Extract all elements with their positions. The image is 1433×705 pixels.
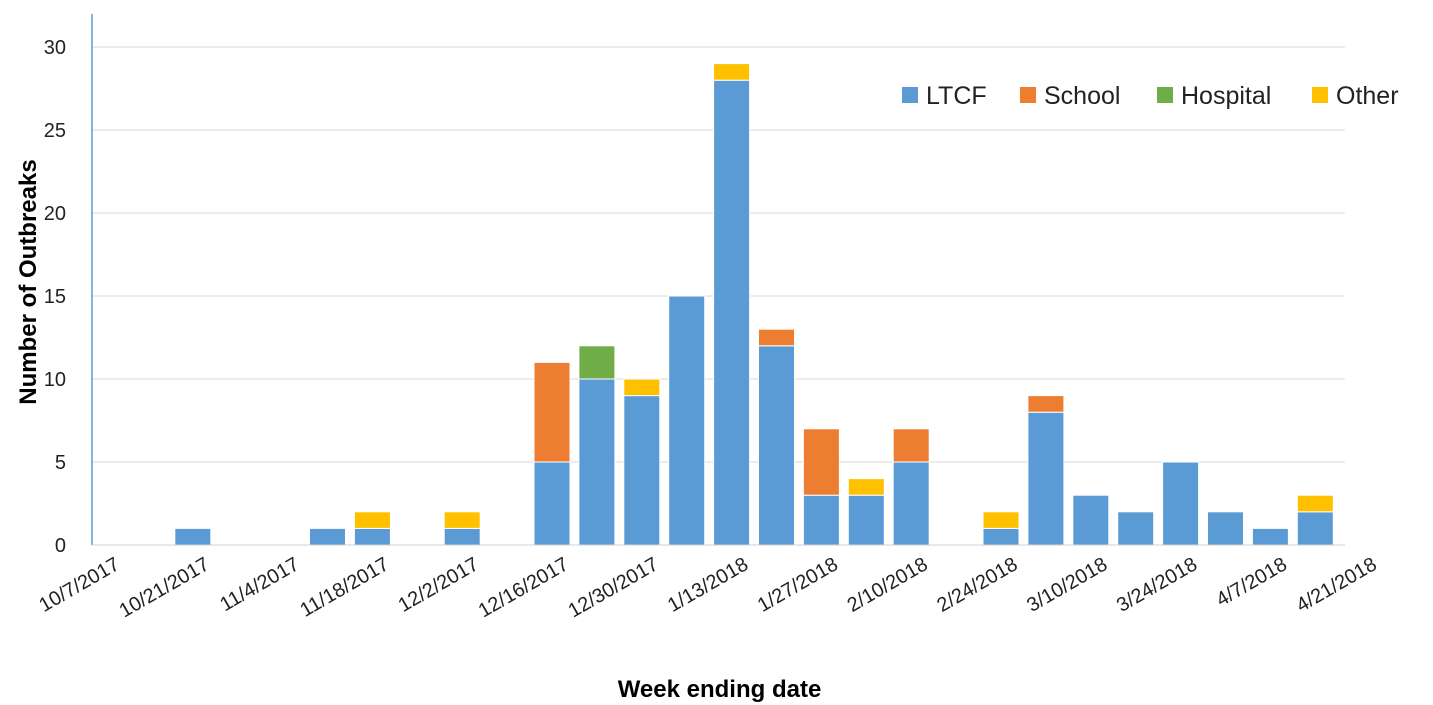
bar-ltcf <box>1162 461 1200 546</box>
bar-ltcf <box>713 79 751 546</box>
bar-school <box>758 328 795 347</box>
bar-ltcf <box>802 494 840 546</box>
x-tick-label: 3/24/2018 <box>1113 553 1201 617</box>
bar-ltcf <box>353 527 391 546</box>
x-tick-label: 1/27/2018 <box>754 553 842 617</box>
bar-ltcf <box>533 461 571 546</box>
bar-school <box>1027 395 1065 413</box>
bar-other <box>443 511 481 529</box>
bar-ltcf <box>758 345 795 546</box>
y-tick-label: 20 <box>44 203 66 225</box>
bar-ltcf <box>1027 411 1065 546</box>
legend-label-hospital: Hospital <box>1181 82 1271 110</box>
bar-school <box>802 428 840 496</box>
legend-swatch-school <box>1020 87 1036 103</box>
y-tick-label: 15 <box>44 286 66 308</box>
x-tick-label: 12/30/2017 <box>565 553 663 622</box>
x-tick-label: 12/2/2017 <box>395 553 483 617</box>
x-tick-label: 11/18/2017 <box>296 553 392 621</box>
x-tick-label: 10/7/2017 <box>35 553 123 617</box>
y-axis-title: Number of Outbreaks <box>15 159 42 404</box>
legend-label-school: School <box>1044 82 1120 110</box>
x-tick-label: 3/10/2018 <box>1023 553 1111 617</box>
bar-ltcf <box>1296 511 1334 546</box>
bar-other <box>623 378 661 397</box>
y-tick-label: 30 <box>44 37 66 59</box>
legend-swatch-other <box>1312 87 1328 103</box>
legend-label-ltcf: LTCF <box>926 82 987 110</box>
legend: LTCF School Hospital Other <box>902 82 1399 110</box>
bar-ltcf <box>174 527 212 546</box>
x-tick-label: 1/13/2018 <box>664 553 752 617</box>
x-tick-label: 10/21/2017 <box>116 553 214 622</box>
x-tick-label: 2/10/2018 <box>844 553 932 617</box>
bar-other <box>847 478 885 496</box>
bar-other <box>713 63 751 81</box>
axes <box>91 14 1345 546</box>
x-axis-title: Week ending date <box>618 676 822 703</box>
x-tick-label: 12/16/2017 <box>475 553 573 622</box>
x-tick-label: 4/21/2018 <box>1293 553 1381 617</box>
bar-ltcf <box>982 527 1020 546</box>
bar-ltcf <box>309 527 346 546</box>
legend-label-other: Other <box>1336 82 1399 110</box>
x-tick-label: 11/4/2017 <box>216 553 303 616</box>
bar-ltcf <box>623 395 661 546</box>
bar-ltcf <box>1251 527 1289 546</box>
y-tick-label: 0 <box>55 535 66 557</box>
bar-ltcf <box>1117 511 1155 546</box>
bar-ltcf <box>668 295 706 546</box>
bar-ltcf <box>578 378 616 546</box>
bar-school <box>533 361 571 463</box>
x-tick-label: 4/7/2018 <box>1212 553 1290 611</box>
y-tick-label: 5 <box>55 452 66 474</box>
legend-swatch-ltcf <box>902 87 918 103</box>
bar-ltcf <box>847 494 885 546</box>
bar-ltcf <box>443 527 481 546</box>
bar-other <box>982 511 1020 529</box>
bar-ltcf <box>1207 511 1244 546</box>
legend-swatch-hospital <box>1157 87 1173 103</box>
bar-other <box>1296 494 1334 513</box>
bar-ltcf <box>892 461 930 546</box>
y-tick-label: 10 <box>44 369 66 391</box>
bar-ltcf <box>1072 494 1110 546</box>
bars <box>174 63 1334 546</box>
bar-hospital <box>578 345 616 380</box>
y-tick-labels: 0 5 10 15 20 25 30 <box>44 37 66 557</box>
x-tick-label: 2/24/2018 <box>933 553 1021 617</box>
bar-school <box>892 428 930 463</box>
y-tick-label: 25 <box>44 120 66 142</box>
bar-other <box>353 511 391 529</box>
